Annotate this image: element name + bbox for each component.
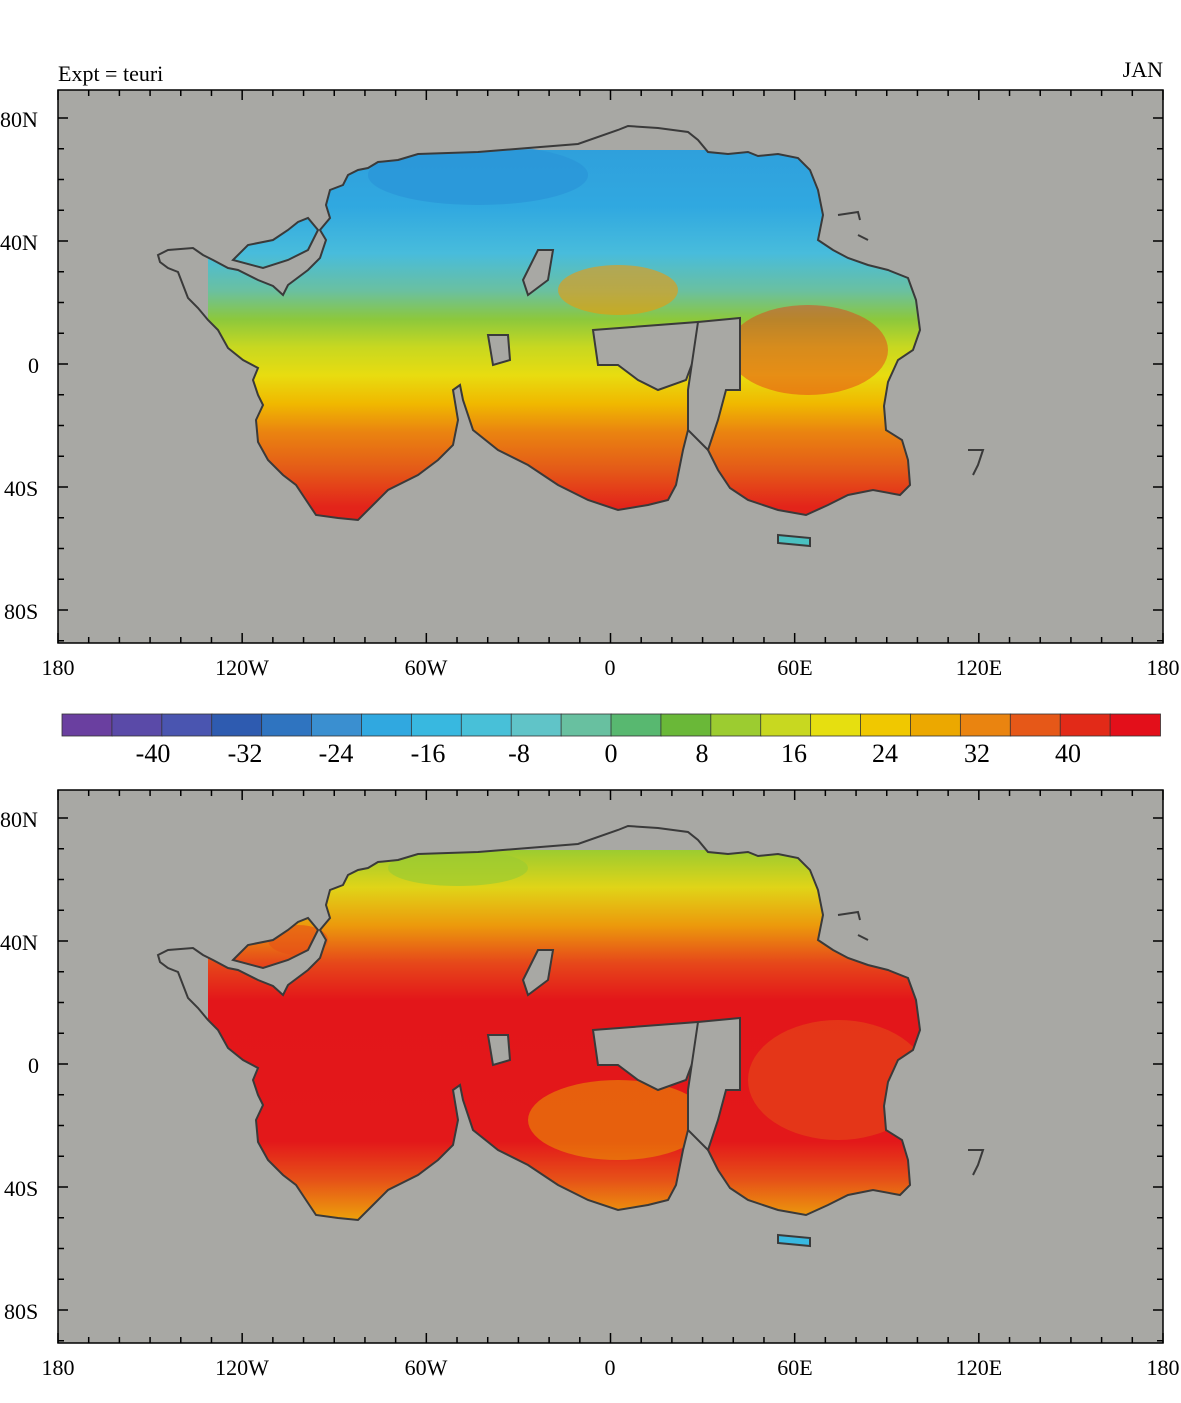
colorbar-label: -8 [508, 739, 530, 768]
map-top-ticks [57, 90, 1164, 643]
colorbar-swatch [560, 713, 612, 737]
map-bottom-panel [57, 789, 1164, 1344]
lat-label-40N-bottom: 40N [0, 930, 38, 955]
lon-label-60W-top: 60W [405, 655, 448, 680]
lat-label-0-bottom: 0 [28, 1053, 39, 1078]
lon-label-120E-bottom: 120E [956, 1355, 1002, 1380]
lat-label-80N-bottom: 80N [0, 807, 38, 832]
colorbar-swatch [510, 713, 562, 737]
lat-label-80S-top: 80S [4, 599, 38, 624]
map-bottom-lon-labels: 180 120W 60W 0 60E 120E 180 [42, 1355, 1180, 1380]
experiment-label: Expt = teuri [58, 61, 163, 86]
colorbar-swatch [760, 713, 812, 737]
lon-label-180w-top: 180 [42, 655, 75, 680]
map-top-lat-labels: 80N 40N 0 40S 80S [0, 107, 39, 624]
map-bottom-coastline [156, 824, 922, 1222]
month-label: JAN [1123, 57, 1163, 82]
colorbar-swatch [959, 713, 1012, 737]
colorbar-label: 32 [964, 739, 990, 768]
map-top-cold-core [368, 145, 588, 205]
colorbar-swatch [860, 713, 912, 737]
colorbar-swatch [361, 713, 413, 737]
colorbar-label: -32 [228, 739, 263, 768]
colorbar-swatch [910, 713, 962, 737]
map-top-islands [777, 210, 985, 548]
colorbar-label: -40 [136, 739, 171, 768]
lat-label-40N-top: 40N [0, 230, 38, 255]
lon-label-180w-bottom: 180 [42, 1355, 75, 1380]
lon-label-60E-top: 60E [777, 655, 812, 680]
colorbar-label: 0 [605, 739, 618, 768]
colorbar-label: 16 [781, 739, 807, 768]
map-top-panel [57, 89, 1164, 644]
map-top-lon-labels: 180 120W 60W 0 60E 120E 180 [42, 655, 1180, 680]
lat-label-80S-bottom: 80S [4, 1299, 38, 1324]
colorbar-swatch [460, 713, 513, 737]
lon-label-180e-bottom: 180 [1147, 1355, 1180, 1380]
lat-label-0-top: 0 [28, 353, 39, 378]
colorbar-swatch [161, 713, 213, 737]
colorbar [61, 713, 1161, 737]
colorbar-swatch [311, 713, 363, 737]
lon-label-60W-bottom: 60W [405, 1355, 448, 1380]
colorbar-swatch [810, 713, 862, 737]
colorbar-label: 8 [696, 739, 709, 768]
map-bottom-inland-seas [486, 949, 741, 1152]
lat-label-80N-top: 80N [0, 107, 38, 132]
lon-label-60E-bottom: 60E [777, 1355, 812, 1380]
colorbar-swatch [1109, 713, 1161, 737]
colorbar-label: -24 [319, 739, 354, 768]
colorbar-swatch [261, 713, 313, 737]
map-top-inland-seas [486, 249, 741, 452]
map-bottom-islands [777, 910, 985, 1248]
colorbar-swatch [1009, 713, 1062, 737]
colorbar-swatch [1059, 713, 1111, 737]
colorbar-swatch [710, 713, 762, 737]
map-bottom-lat-labels: 80N 40N 0 40S 80S [0, 807, 39, 1324]
colorbar-swatch [610, 713, 662, 737]
colorbar-swatch [660, 713, 712, 737]
lon-label-0-bottom: 0 [605, 1355, 616, 1380]
colorbar-swatch [111, 713, 163, 737]
colorbar-swatch [211, 713, 263, 737]
lon-label-120W-top: 120W [215, 655, 269, 680]
lon-label-180e-top: 180 [1147, 655, 1180, 680]
colorbar-label: -16 [411, 739, 446, 768]
lat-label-40S-top: 40S [4, 476, 38, 501]
lat-label-40S-bottom: 40S [4, 1176, 38, 1201]
colorbar-swatch [61, 713, 113, 737]
colorbar-swatch [410, 713, 463, 737]
map-bottom-ticks [57, 790, 1164, 1343]
colorbar-label: 40 [1055, 739, 1081, 768]
lon-label-120W-bottom: 120W [215, 1355, 269, 1380]
map-top-coastline [156, 124, 922, 522]
lon-label-0-top: 0 [605, 655, 616, 680]
colorbar-label: 24 [872, 739, 898, 768]
colorbar-labels: -40 -32 -24 -16 -8 0 8 16 24 32 40 [136, 739, 1081, 768]
lon-label-120E-top: 120E [956, 655, 1002, 680]
